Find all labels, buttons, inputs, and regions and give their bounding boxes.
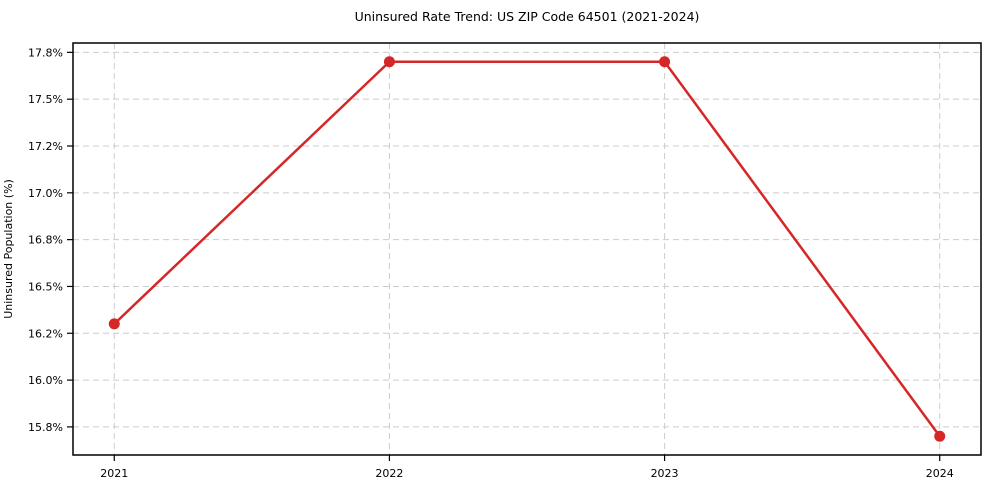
data-point xyxy=(383,56,395,68)
data-point xyxy=(659,56,671,68)
data-point xyxy=(934,430,946,442)
x-tick-label: 2021 xyxy=(100,467,128,480)
y-axis-label: Uninsured Population (%) xyxy=(2,179,15,319)
y-tick-label: 16.0% xyxy=(28,374,63,387)
chart-layers: 15.8% 16.0% 16.2% 16.5% 16.8% 17.0% 17.2% 17.5%… xyxy=(28,42,982,480)
y-tick-label: 17.5% xyxy=(28,93,63,106)
y-tick-label: 17.2% xyxy=(28,140,63,153)
data-point xyxy=(108,318,120,330)
x-tick-label: 2023 xyxy=(651,467,679,480)
y-tick-label: 17.8% xyxy=(28,46,63,59)
plot-frame xyxy=(72,42,982,456)
y-tick-label: 16.8% xyxy=(28,234,63,247)
x-tick-label: 2022 xyxy=(375,467,403,480)
trend-line xyxy=(113,60,941,438)
y-tick-label: 16.2% xyxy=(28,327,63,340)
chart-title: Uninsured Rate Trend: US ZIP Code 64501 … xyxy=(355,9,700,24)
x-tick-label: 2024 xyxy=(926,467,954,480)
y-tick-label: 15.8% xyxy=(28,421,63,434)
y-tick-label: 16.5% xyxy=(28,280,63,293)
y-tick-label: 17.0% xyxy=(28,187,63,200)
